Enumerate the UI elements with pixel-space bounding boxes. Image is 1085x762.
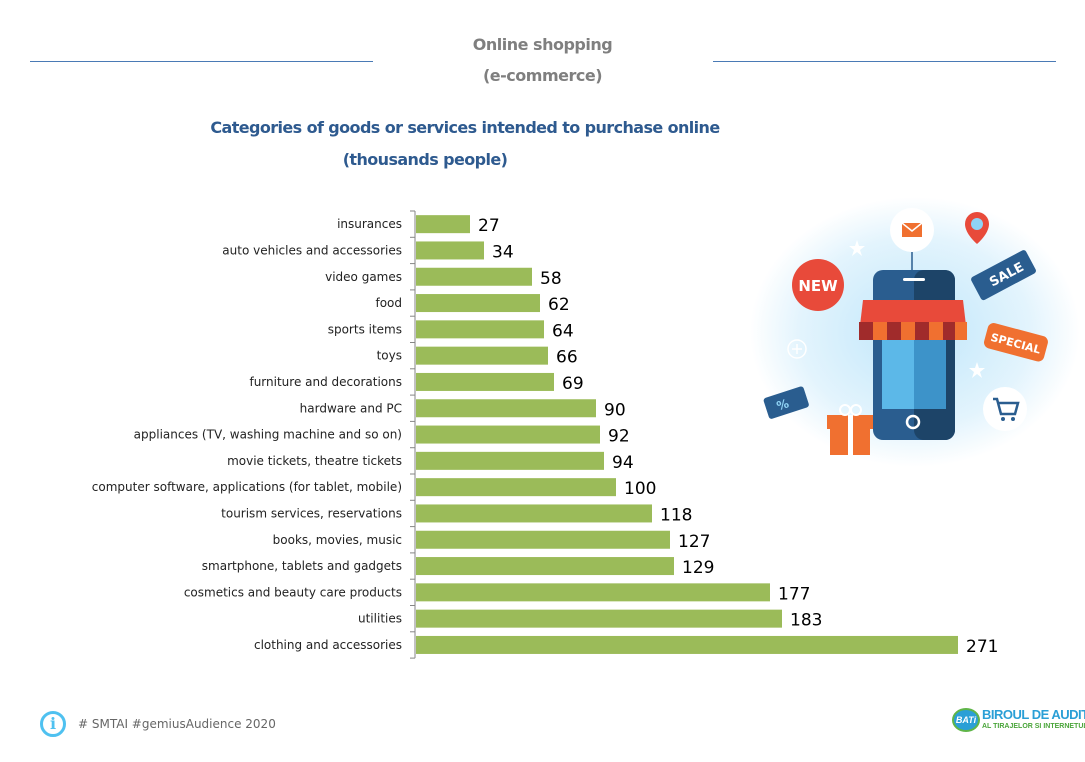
bar xyxy=(416,609,782,628)
category-label: utilities xyxy=(358,612,402,626)
data-label: 271 xyxy=(966,637,998,657)
category-label: auto vehicles and accessories xyxy=(222,243,402,257)
data-label: 183 xyxy=(790,611,822,631)
data-label: 69 xyxy=(562,374,584,394)
category-label: clothing and accessories xyxy=(254,638,402,652)
page-title: Online shopping xyxy=(472,35,613,54)
gift-icon xyxy=(827,404,873,455)
data-label: 66 xyxy=(556,348,578,368)
percent-tag: % xyxy=(763,386,809,419)
data-label: 118 xyxy=(660,505,692,525)
data-label: 27 xyxy=(478,216,500,236)
smartphone-icon xyxy=(873,270,955,440)
shopping-cart-icon xyxy=(983,387,1027,431)
category-label: movie tickets, theatre tickets xyxy=(227,454,402,468)
data-label: 58 xyxy=(540,269,562,289)
category-label: computer software, applications (for tab… xyxy=(92,480,402,494)
bar xyxy=(416,504,652,523)
header-rule-right xyxy=(713,61,1056,62)
data-label: 127 xyxy=(678,532,710,552)
bar xyxy=(416,530,670,549)
bar xyxy=(416,372,554,391)
category-label: furniture and decorations xyxy=(249,375,402,389)
logo-badge: BATi xyxy=(952,708,980,732)
category-label: video games xyxy=(325,270,402,284)
bar xyxy=(416,583,770,602)
bar xyxy=(416,557,674,576)
svg-text:%: % xyxy=(775,396,791,413)
ecommerce-illustration: NEW SALE SPECIAL % xyxy=(750,197,1080,467)
bar xyxy=(416,399,596,418)
bar xyxy=(416,294,540,313)
awning-icon xyxy=(859,300,967,340)
mail-icon xyxy=(890,208,934,270)
data-label: 100 xyxy=(624,479,656,499)
category-label: toys xyxy=(377,349,402,363)
category-label: books, movies, music xyxy=(273,533,402,547)
category-label: food xyxy=(375,296,402,310)
plus-icon xyxy=(787,339,807,359)
new-badge: NEW xyxy=(792,259,844,311)
data-label: 94 xyxy=(612,453,634,473)
location-pin-icon xyxy=(965,212,989,244)
bar xyxy=(416,267,532,286)
category-label: tourism services, reservations xyxy=(221,506,402,520)
bar xyxy=(416,215,470,234)
data-label: 177 xyxy=(778,584,810,604)
category-label: smartphone, tablets and gadgets xyxy=(202,559,402,573)
category-label: appliances (TV, washing machine and so o… xyxy=(134,428,402,442)
bar xyxy=(416,425,600,444)
category-label: hardware and PC xyxy=(300,401,402,415)
bar xyxy=(416,320,544,339)
page-subtitle: (e-commerce) xyxy=(482,66,603,85)
data-label: 62 xyxy=(548,295,570,315)
bar xyxy=(416,635,958,654)
bar xyxy=(416,346,548,365)
data-label: 64 xyxy=(552,321,574,341)
logo-subtitle: AL TIRAJELOR SI INTERNETULUI xyxy=(982,723,1085,730)
bar xyxy=(416,241,484,260)
info-icon: i xyxy=(40,711,66,737)
data-label: 92 xyxy=(608,427,630,447)
chart-subtitle: (thousands people) xyxy=(342,150,508,169)
source-note: # SMTAI #gemiusAudience 2020 xyxy=(78,717,276,731)
data-label: 129 xyxy=(682,558,714,578)
chart-title: Categories of goods or services intended… xyxy=(210,118,720,137)
data-label: 90 xyxy=(604,400,626,420)
svg-text:NEW: NEW xyxy=(798,277,838,295)
logo-title: BIROUL DE AUDIT xyxy=(982,707,1085,722)
brat-logo: BATi BIROUL DE AUDIT AL TIRAJELOR SI INT… xyxy=(950,706,1085,736)
header-rule-left xyxy=(30,61,373,62)
star-icon xyxy=(849,240,985,378)
bar xyxy=(416,478,616,497)
category-label: sports items xyxy=(328,322,402,336)
bar xyxy=(416,451,604,470)
category-label: insurances xyxy=(337,217,402,231)
category-label: cosmetics and beauty care products xyxy=(184,585,402,599)
data-label: 34 xyxy=(492,242,514,262)
